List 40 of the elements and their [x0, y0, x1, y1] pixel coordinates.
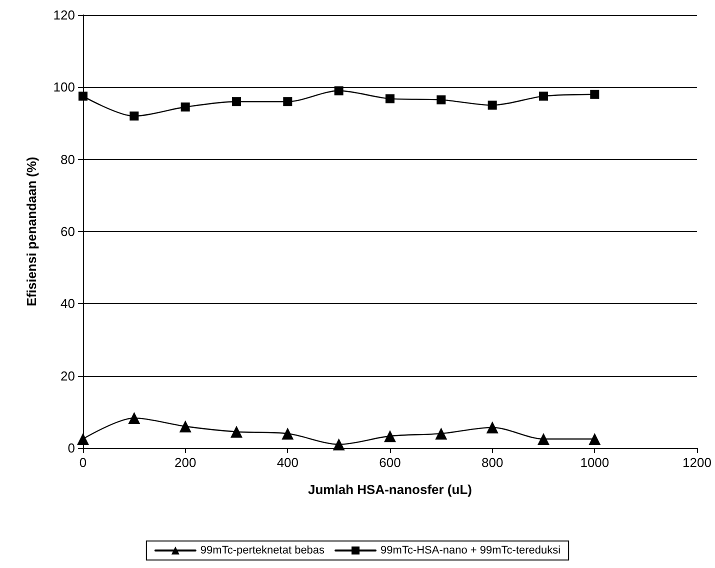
- x-tick-label: 1000: [580, 455, 610, 470]
- x-tick-label: 600: [379, 455, 401, 470]
- legend-label: 99mTc-HSA-nano + 99mTc-tereduksi: [380, 544, 561, 556]
- point: [283, 97, 292, 106]
- legend-label: 99mTc-perteknetat bebas: [200, 544, 326, 556]
- point: [436, 95, 446, 104]
- x-tick-label: 800: [481, 455, 504, 470]
- point: [386, 94, 394, 104]
- point: [332, 438, 345, 450]
- y-tick-label: 0: [68, 440, 75, 456]
- x-tick-label: 0: [79, 455, 87, 470]
- x-tick-label: 1200: [682, 455, 712, 470]
- y-tick-label: 20: [60, 368, 75, 384]
- point: [384, 430, 396, 442]
- x-axis-title: Jumlah HSA-nanosfer (uL): [308, 482, 472, 497]
- point: [128, 412, 140, 424]
- point: [590, 90, 600, 99]
- point: [232, 97, 241, 106]
- point: [179, 420, 192, 432]
- point: [435, 428, 448, 440]
- y-tick-label: 120: [53, 8, 75, 22]
- point: [78, 92, 88, 101]
- point: [130, 112, 139, 121]
- y-tick-label: 60: [60, 224, 75, 239]
- y-tick-label: 80: [60, 152, 75, 167]
- x-tick-label: 200: [174, 455, 196, 470]
- y-tick-label: 40: [60, 296, 75, 312]
- point: [334, 86, 344, 96]
- y-axis-title: Efisiensi penandaan (%): [24, 156, 39, 306]
- x-tick-label: 400: [276, 455, 299, 470]
- y-tick-label: 100: [53, 80, 75, 95]
- point: [588, 432, 601, 445]
- point: [539, 92, 548, 101]
- point: [488, 100, 497, 110]
- point: [486, 421, 498, 434]
- point: [180, 102, 190, 112]
- point: [77, 432, 89, 445]
- point: [282, 428, 294, 440]
- point: [230, 426, 242, 438]
- point: [538, 432, 550, 445]
